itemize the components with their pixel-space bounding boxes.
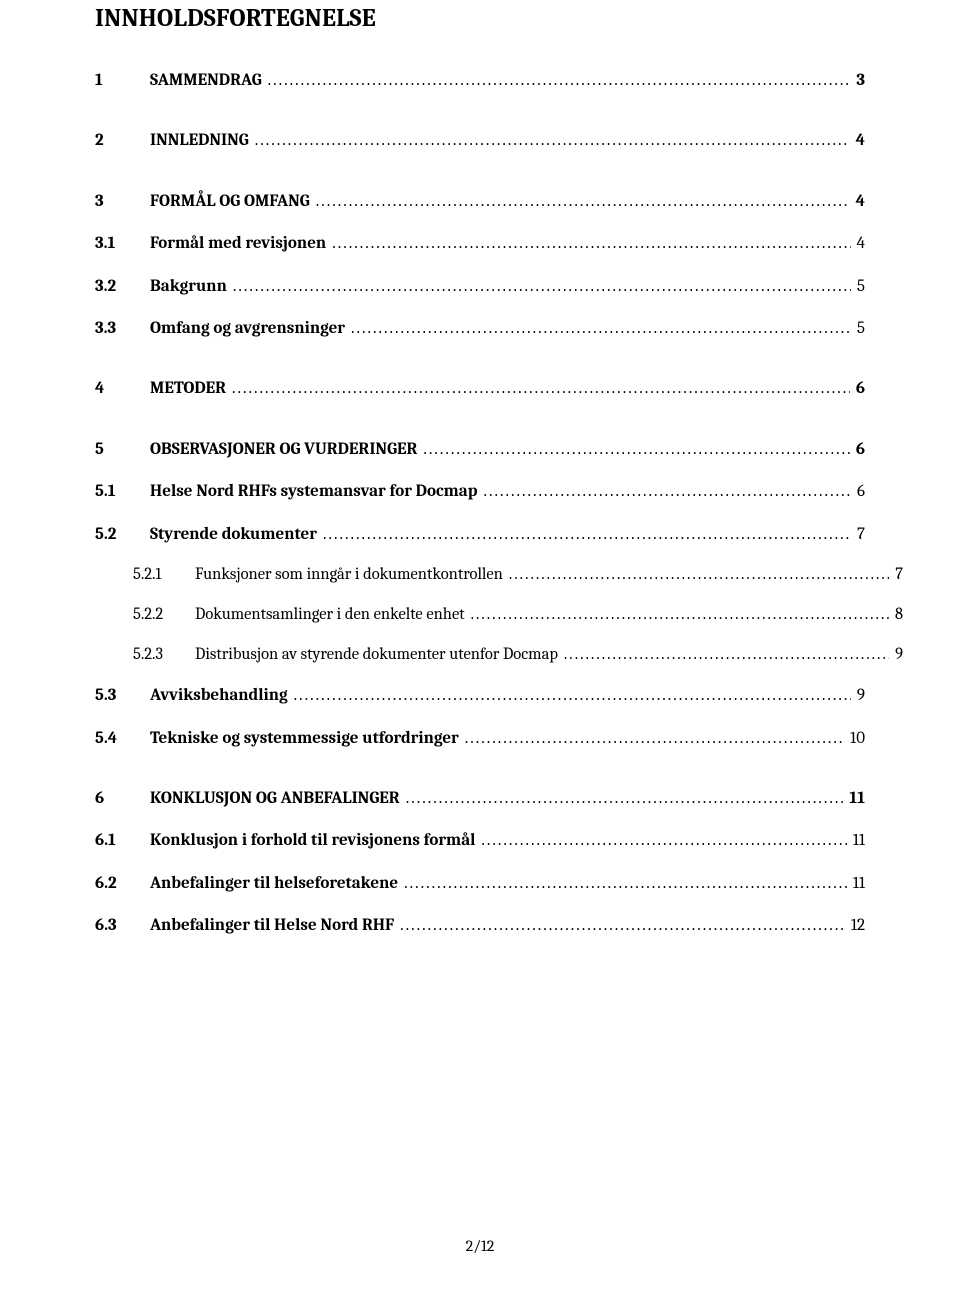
toc-entry-page: 6 — [856, 440, 865, 460]
toc-entry-page: 4 — [856, 131, 865, 151]
toc-entry-leader — [233, 277, 851, 297]
toc-entry: 4METODER 6 — [95, 379, 865, 399]
toc-entry-page: 10 — [850, 729, 865, 749]
toc-entry-number: 5.2.1 — [133, 565, 195, 585]
toc-entry-number: 4 — [95, 379, 150, 399]
table-of-contents: 1SAMMENDRAG32INNLEDNING43FORMÅL OG OMFAN… — [95, 71, 865, 937]
toc-entry: 6.3Anbefalinger til Helse Nord RHF 12 — [95, 916, 865, 936]
toc-entry-title: Avviksbehandling — [150, 686, 288, 706]
toc-entry-number: 6.1 — [95, 831, 150, 851]
toc-entry-title: Konklusjon i forhold til revisjonens for… — [150, 831, 475, 851]
toc-entry-page: 11 — [849, 789, 865, 809]
toc-entry-leader — [316, 192, 850, 212]
toc-entry: 3.2Bakgrunn 5 — [95, 277, 865, 297]
toc-entry-leader — [481, 831, 846, 851]
toc-entry: 5.4Tekniske og systemmessige utfordringe… — [95, 729, 865, 749]
toc-entry-number: 6 — [95, 789, 150, 809]
toc-entry-leader — [465, 729, 844, 749]
toc-entry-leader — [564, 645, 889, 665]
toc-entry-title: Anbefalinger til helseforetakene — [150, 874, 398, 894]
toc-entry: 5.2.2Dokumentsamlinger i den enkelte enh… — [95, 605, 903, 625]
toc-entry: 3.3Omfang og avgrensninger 5 — [95, 319, 865, 339]
page-title: INNHOLDSFORTEGNELSE — [95, 0, 865, 33]
toc-entry-leader — [483, 482, 851, 502]
toc-entry-number: 5.4 — [95, 729, 150, 749]
toc-entry: 5OBSERVASJONER OG VURDERINGER 6 — [95, 440, 865, 460]
toc-entry-title: Helse Nord RHFs systemansvar for Docmap — [150, 482, 477, 502]
toc-entry-title: Dokumentsamlinger i den enkelte enhet — [195, 605, 465, 625]
toc-entry-page: 4 — [856, 192, 865, 212]
toc-entry-page: 5 — [857, 319, 865, 339]
toc-entry-page: 12 — [851, 916, 865, 936]
toc-entry-leader — [232, 379, 850, 399]
toc-entry: 6KONKLUSJON OG ANBEFALINGER 11 — [95, 789, 865, 809]
toc-entry-page: 3 — [856, 71, 865, 91]
toc-entry-page: 7 — [895, 565, 903, 585]
toc-entry-leader — [351, 319, 851, 339]
toc-entry-number: 3.1 — [95, 234, 150, 254]
toc-entry-page: 8 — [895, 605, 903, 625]
toc-entry-leader — [332, 234, 850, 254]
toc-entry-leader — [404, 874, 847, 894]
toc-entry-title: Omfang og avgrensninger — [150, 319, 345, 339]
toc-entry-number: 5.1 — [95, 482, 150, 502]
toc-entry-title: Funksjoner som inngår i dokumentkontroll… — [195, 565, 503, 585]
toc-entry: 5.1Helse Nord RHFs systemansvar for Docm… — [95, 482, 865, 502]
toc-entry-number: 6.2 — [95, 874, 150, 894]
page: INNHOLDSFORTEGNELSE 1SAMMENDRAG 3 2INNLEDN… — [0, 0, 960, 1315]
toc-entry-number: 3 — [95, 192, 150, 212]
toc-entry: 5.3Avviksbehandling 9 — [95, 686, 865, 706]
toc-entry-leader — [400, 916, 845, 936]
toc-entry-page: 9 — [895, 645, 903, 665]
toc-entry-leader — [406, 789, 844, 809]
toc-entry-title: KONKLUSJON OG ANBEFALINGER — [150, 789, 400, 809]
toc-entry-page: 7 — [857, 525, 865, 545]
toc-entry-title: METODER — [150, 379, 226, 399]
toc-entry-title: Distribusjon av styrende dokumenter uten… — [195, 645, 558, 665]
page-footer: 2/12 — [0, 1237, 960, 1255]
toc-entry-leader — [268, 71, 851, 91]
toc-entry-leader — [255, 131, 850, 151]
toc-entry: 6.2Anbefalinger til helseforetakene 11 — [95, 874, 865, 894]
toc-entry-leader — [471, 605, 889, 625]
toc-entry: 6.1Konklusjon i forhold til revisjonens … — [95, 831, 865, 851]
toc-entry-leader — [509, 565, 889, 585]
toc-entry: 5.2Styrende dokumenter 7 — [95, 525, 865, 545]
toc-entry-number: 1 — [95, 71, 150, 91]
toc-entry-title: OBSERVASJONER OG VURDERINGER — [150, 440, 417, 460]
toc-entry-title: FORMÅL OG OMFANG — [150, 192, 310, 212]
toc-entry-number: 5.3 — [95, 686, 150, 706]
toc-entry: 3FORMÅL OG OMFANG 4 — [95, 192, 865, 212]
toc-entry-number: 5.2 — [95, 525, 150, 545]
toc-entry-page: 9 — [857, 686, 865, 706]
toc-entry-number: 5 — [95, 440, 150, 460]
toc-entry-page: 11 — [853, 831, 865, 851]
toc-entry: 5.2.1Funksjoner som inngår i dokumentkon… — [95, 565, 903, 585]
toc-entry-leader — [423, 440, 849, 460]
toc-entry-title: Bakgrunn — [150, 277, 227, 297]
toc-entry-number: 5.2.2 — [133, 605, 195, 625]
toc-entry-page: 6 — [857, 482, 865, 502]
toc-entry-number: 3.3 — [95, 319, 150, 339]
toc-entry-number: 3.2 — [95, 277, 150, 297]
toc-entry: 2INNLEDNING 4 — [95, 131, 865, 151]
toc-entry-title: Formål med revisjonen — [150, 234, 326, 254]
toc-entry-page: 5 — [857, 277, 865, 297]
toc-entry-title: Styrende dokumenter — [150, 525, 317, 545]
toc-entry-leader — [294, 686, 851, 706]
toc-entry-page: 11 — [853, 874, 865, 894]
toc-entry-number: 6.3 — [95, 916, 150, 936]
toc-entry-leader — [323, 525, 851, 545]
toc-entry-number: 2 — [95, 131, 150, 151]
toc-entry-page: 4 — [857, 234, 865, 254]
toc-entry: 5.2.3Distribusjon av styrende dokumenter… — [95, 645, 903, 665]
toc-entry-title: INNLEDNING — [150, 131, 249, 151]
toc-entry: 3.1Formål med revisjonen 4 — [95, 234, 865, 254]
toc-entry: 1SAMMENDRAG 3 — [95, 71, 865, 91]
toc-entry-title: Tekniske og systemmessige utfordringer — [150, 729, 459, 749]
toc-entry-number: 5.2.3 — [133, 645, 195, 665]
toc-entry-title: Anbefalinger til Helse Nord RHF — [150, 916, 394, 936]
toc-entry-page: 6 — [856, 379, 865, 399]
toc-entry-title: SAMMENDRAG — [150, 71, 262, 91]
